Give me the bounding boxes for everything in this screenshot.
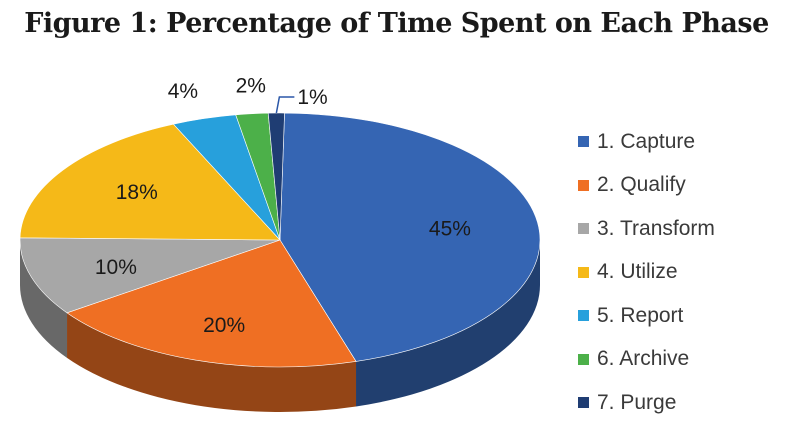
pie-slice-3 (19, 237, 281, 314)
legend-label: 2. Qualify (597, 173, 686, 197)
data-label-1: 45% (429, 218, 471, 241)
legend-label: 4. Utilize (597, 260, 678, 284)
data-label-6: 2% (236, 75, 266, 98)
legend-swatch (578, 179, 589, 191)
legend-item-7: 7. Purge (578, 381, 715, 425)
legend-label: 3. Transform (597, 216, 715, 240)
pie-slice-2 (66, 239, 357, 368)
chart-legend: 1. Capture 2. Qualify 3. Transform 4. Utili… (578, 120, 715, 425)
legend-item-6: 6. Archive (578, 338, 715, 382)
data-label-5: 4% (168, 80, 198, 103)
legend-item-2: 2. Qualify (578, 164, 715, 208)
data-label-7: 1% (297, 86, 327, 109)
pie-slice-4 (19, 123, 281, 241)
legend-swatch (578, 223, 589, 235)
leader-line-7 (275, 96, 295, 114)
data-label-3: 10% (95, 256, 137, 279)
pie-slice-1 (279, 112, 541, 362)
data-label-2: 20% (203, 314, 245, 337)
legend-item-5: 5. Report (578, 294, 715, 338)
legend-label: 6. Archive (597, 347, 690, 371)
legend-swatch (578, 266, 589, 278)
legend-item-1: 1. Capture (578, 120, 715, 164)
legend-label: 7. Purge (597, 390, 677, 414)
legend-label: 1. Capture (597, 129, 696, 153)
legend-swatch (578, 310, 589, 322)
pie-side-3 (19, 240, 68, 358)
legend-label: 5. Report (597, 303, 684, 327)
legend-swatch (578, 397, 589, 409)
legend-swatch (578, 136, 589, 148)
chart-title: Figure 1: Percentage of Time Spent on Ea… (24, 8, 769, 39)
pie-side-1 (356, 240, 540, 407)
legend-swatch (578, 353, 589, 365)
pie-side-2 (67, 312, 357, 412)
data-label-4: 18% (116, 181, 158, 204)
legend-item-4: 4. Utilize (578, 251, 715, 295)
legend-item-3: 3. Transform (578, 207, 715, 251)
